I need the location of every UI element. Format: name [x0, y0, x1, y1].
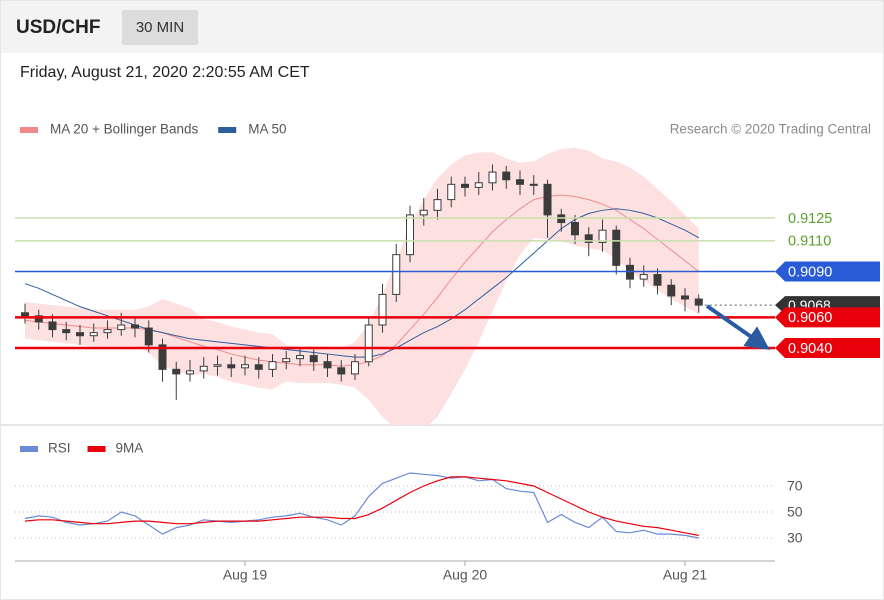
candle-body [158, 344, 167, 370]
level-label-box [775, 337, 880, 358]
level-label-box [775, 307, 880, 328]
x-tick-label: Aug 21 [663, 567, 708, 583]
candle-body [557, 214, 566, 224]
candle-body [186, 370, 194, 375]
candle-body [254, 364, 263, 370]
rsi-line [24, 476, 699, 536]
candle-body [571, 222, 579, 236]
timeframe[interactable]: 30 MIN [136, 19, 184, 36]
candle-body [681, 295, 689, 300]
legend-label: MA 20 + Bollinger Bands [50, 122, 198, 137]
level-label: 0.9110 [788, 234, 831, 250]
candle-body [296, 355, 304, 360]
candle-body [21, 312, 29, 317]
y-tick-label: 50 [787, 504, 803, 520]
candle-body [474, 182, 483, 188]
candle-body [351, 361, 359, 375]
credit: Research © 2020 Trading Central [670, 122, 871, 137]
level-label: 0.9125 [788, 211, 832, 227]
candle-body [488, 171, 497, 184]
candle-body [626, 264, 634, 280]
candle-body [543, 183, 552, 216]
candle-body [34, 315, 43, 323]
candle-body [406, 214, 414, 256]
candle-body [529, 183, 538, 186]
candle-body [667, 284, 676, 297]
level-label: 0.9060 [788, 310, 832, 326]
level-label: 0.9090 [788, 264, 832, 280]
candle-body [378, 293, 387, 326]
candle-body [172, 368, 181, 375]
candle-body [76, 332, 84, 337]
candle-body [419, 209, 428, 216]
candle-body [282, 358, 291, 363]
candle-body [62, 329, 71, 334]
legend-swatch [20, 446, 38, 452]
candle-body [309, 355, 318, 363]
x-tick-label: Aug 20 [443, 567, 488, 583]
legend-label: 9MA [116, 441, 144, 456]
candle-body [268, 361, 277, 370]
candle-body [48, 321, 57, 331]
candle-body [323, 361, 332, 369]
legend-label: RSI [48, 441, 71, 456]
candle-body [694, 298, 703, 306]
legend-label: MA 50 [248, 122, 286, 137]
legend-swatch [20, 127, 38, 133]
candle-body [364, 324, 373, 363]
timeframe-box[interactable] [122, 10, 198, 45]
candle-body [89, 332, 98, 337]
timestamp: Friday, August 21, 2020 2:20:55 AM CET [20, 64, 310, 81]
bollinger-band [25, 147, 699, 425]
legend-swatch [218, 127, 237, 133]
candle-body [584, 234, 593, 243]
candle-body [213, 364, 222, 367]
candle-body [461, 183, 469, 188]
level-label: 0.9040 [788, 341, 832, 357]
x-tick-label: Aug 19 [223, 567, 268, 583]
level-label-box [775, 261, 880, 282]
forecast-arrow [705, 304, 770, 350]
candle-body [144, 327, 153, 346]
candle-body [516, 179, 524, 185]
overlay [15, 217, 775, 350]
y-tick-label: 70 [787, 478, 803, 494]
candle-body [433, 199, 442, 211]
candle-body [227, 364, 236, 369]
candle-body [447, 183, 456, 201]
candle-body [502, 171, 511, 181]
candle-body [131, 324, 139, 329]
rsi-panel: RSI 9MA 30 50 70 [15, 441, 803, 546]
candle-body [639, 274, 648, 280]
rsi-line [24, 472, 699, 539]
candle-body [117, 324, 126, 331]
price-panel [21, 147, 703, 425]
candle-body [337, 367, 346, 375]
legend-swatch [87, 446, 106, 452]
y-tick-label: 30 [787, 530, 803, 546]
candle-body [392, 254, 401, 295]
candle-body [199, 365, 208, 372]
candle-body [598, 229, 607, 243]
symbol: USD/CHF [16, 17, 100, 38]
candle-body [653, 274, 662, 286]
candle-body [612, 229, 621, 266]
candle-body [241, 364, 249, 369]
candle-body [103, 329, 112, 334]
